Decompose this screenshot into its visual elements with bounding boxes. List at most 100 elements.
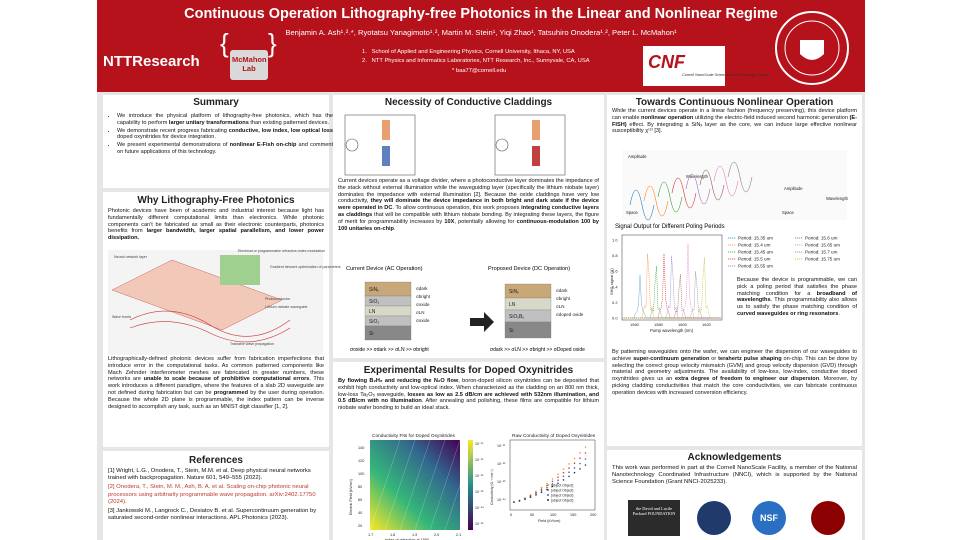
section-title: Acknowledgements: [687, 452, 782, 463]
bold-text: larger unitary transformations: [168, 119, 249, 126]
resistor: [532, 146, 540, 166]
label: σdark: [556, 288, 568, 293]
label: σbright: [416, 294, 431, 299]
header-band: [97, 0, 865, 92]
label: SiO₂: [369, 319, 379, 325]
text-run: We introduce the physical platform of li…: [117, 113, 333, 126]
scatter-dot: [518, 500, 521, 502]
bullet: We present experimental demonstrations o…: [117, 142, 333, 156]
scatter-dot: [557, 473, 559, 475]
label: SHG signal (V): [609, 268, 614, 295]
nsf-text: NSF: [760, 513, 779, 523]
text-run: . After annealing and polishing, these f…: [338, 398, 599, 412]
label: SiO₂: [369, 299, 379, 305]
brace: }: [268, 28, 277, 58]
label: SiNₓ: [509, 289, 519, 295]
paragraph: By patterning waveguides onto the wafer,…: [612, 349, 857, 397]
packard-logo: [628, 500, 680, 536]
text-run: . This work introduces a different parad…: [108, 376, 324, 397]
text-run: and comment on future applications of th…: [117, 142, 333, 156]
label: 0: [510, 513, 512, 517]
label: 20: [358, 524, 362, 528]
label: σbright: [556, 296, 571, 301]
bold-text: broadband of wavelengths: [737, 290, 858, 304]
label: 200: [590, 513, 596, 517]
label: 50: [530, 513, 534, 517]
paragraph: This work was performed in part at the C…: [612, 465, 857, 486]
scatter-dot: [557, 482, 559, 485]
wave-sketch: [713, 165, 739, 197]
text-run: By patterning waveguides onto the wafer,…: [612, 349, 857, 362]
label: σoxide: [416, 318, 430, 323]
scatter-dot: [573, 457, 576, 460]
relation: σdark >> σLN >> σbright >> σDoped oxide: [490, 347, 585, 353]
section-title: Necessity of Conductive Claddings: [384, 97, 553, 108]
scatter-dot: [579, 462, 581, 465]
label: 0.0: [612, 316, 618, 321]
bold-text: nonlinear operation: [641, 114, 694, 121]
slab: [111, 259, 283, 331]
text-run: Because the device is programmable, we c…: [737, 277, 857, 297]
scatter-dot: [584, 464, 587, 466]
scatter-dot: [540, 488, 543, 490]
text-run: doped oxynitrides for device integration…: [117, 134, 216, 141]
scatter-dot: [584, 446, 587, 448]
bold-text: extra degree of freedom to engineer our …: [674, 376, 820, 383]
wave: [129, 310, 291, 337]
label: 2.0: [434, 533, 439, 537]
scatter-dot: [513, 501, 515, 503]
scatter-dot: [573, 471, 576, 474]
contour: [384, 439, 416, 531]
text-run: that will be compatible with lithium nio…: [338, 212, 599, 225]
label: Period: 15.4 um: [738, 243, 771, 248]
bold-text: larger bandwidth, larger spatial paralle…: [108, 228, 324, 242]
label: σLN: [556, 304, 565, 309]
scatter-dot: [546, 482, 548, 485]
ntt-logo: NTTResearch: [103, 53, 200, 70]
scatter-dot: [551, 483, 554, 485]
paragraph: Photonic devices have been of academic a…: [108, 208, 324, 242]
section-title: Summary: [193, 97, 239, 108]
scatter-dot: [562, 471, 565, 474]
summary-list: We introduce the physical platform of li…: [108, 113, 333, 157]
label: [object Object]: [551, 484, 573, 488]
label: 150: [570, 513, 576, 517]
lab-logo-bg: [230, 50, 268, 80]
scatter-dot: [562, 468, 565, 470]
resistor: [382, 146, 390, 166]
label: SiNₓ: [369, 287, 379, 293]
lab-logo: McMahon Lab: [232, 55, 267, 73]
wave-sketch: [699, 169, 725, 201]
wave-sketch: [643, 185, 669, 217]
cornell-seal: [775, 11, 849, 85]
label: 140: [358, 446, 364, 450]
scatter-dot: [568, 467, 570, 469]
label: Period: 15.35 um: [738, 236, 773, 241]
label: 10⁻¹²: [497, 462, 506, 466]
label: Period: 15.45 um: [738, 250, 773, 255]
scatter-dot: [579, 468, 581, 470]
bold-text: programmed: [213, 390, 249, 397]
label: 80: [358, 485, 362, 489]
scatter-dot: [573, 462, 576, 465]
scatter-dot: [535, 491, 537, 494]
cnf-logo: CNF: [648, 52, 686, 72]
scatter-dot: [540, 489, 543, 492]
label: 0.8: [612, 253, 618, 258]
text-run: . This programmability also allows us to…: [737, 297, 857, 311]
text-run: Current devices operate as a voltage div…: [338, 178, 599, 205]
bold-text: super-continuum generation: [633, 355, 710, 362]
label: Si: [369, 331, 373, 337]
wave-sketch: [629, 189, 655, 221]
scatter-dot: [568, 475, 570, 478]
bold-text: conductive, low index, low optical loss: [228, 127, 333, 134]
label: 10⁻¹²: [475, 474, 484, 478]
bold-text: losses as low as 2.5 dB/cm are achieved …: [338, 391, 599, 405]
text-run: utilizing the electric-field induced sec…: [693, 114, 850, 121]
panel: [103, 451, 329, 540]
bold-text: they will dominate the device impedance …: [338, 198, 600, 212]
title: Continuous Operation Lithography-free Ph…: [184, 6, 778, 22]
panel: [103, 95, 329, 188]
text-run: . To allow continuous operation, this wo…: [392, 205, 522, 212]
